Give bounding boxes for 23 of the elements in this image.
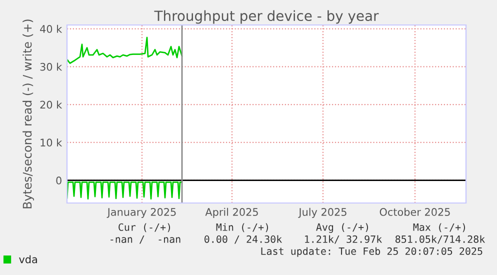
x-tick-label: October 2025 [380, 208, 450, 216]
text: 1.21k/ 32.97k [305, 235, 382, 244]
text: Min (-/+) [216, 223, 268, 232]
y-tick-label: 0 [56, 176, 62, 184]
y-tick-label: 20 k [40, 100, 62, 109]
text: 0.00 / 24.30k [204, 235, 282, 244]
y-tick-label: 10 k [40, 138, 62, 147]
y-tick-label: 40 k [40, 24, 62, 33]
line-series [67, 181, 183, 200]
text: 851.05k/714.28k [395, 235, 486, 244]
text: Cur (-/+) [118, 223, 170, 232]
line-series [67, 36, 183, 64]
y-axis-title: Bytes/second read (-) / write (+) [22, 20, 34, 208]
x-tick-label: July 2025 [298, 208, 346, 218]
legend-label: vda [19, 255, 37, 264]
x-tick-label: April 2025 [205, 208, 258, 218]
chart-title: Throughput per device - by year [154, 10, 379, 24]
text: Last update: Tue Feb 25 20:07:05 2025 [261, 247, 482, 257]
y-tick-label: 30 k [40, 62, 62, 71]
text: Max (-/+) [413, 223, 466, 232]
x-tick-label: January 2025 [106, 208, 176, 218]
text: Avg (-/+) [316, 223, 368, 233]
text: -nan / -nan [110, 235, 180, 244]
